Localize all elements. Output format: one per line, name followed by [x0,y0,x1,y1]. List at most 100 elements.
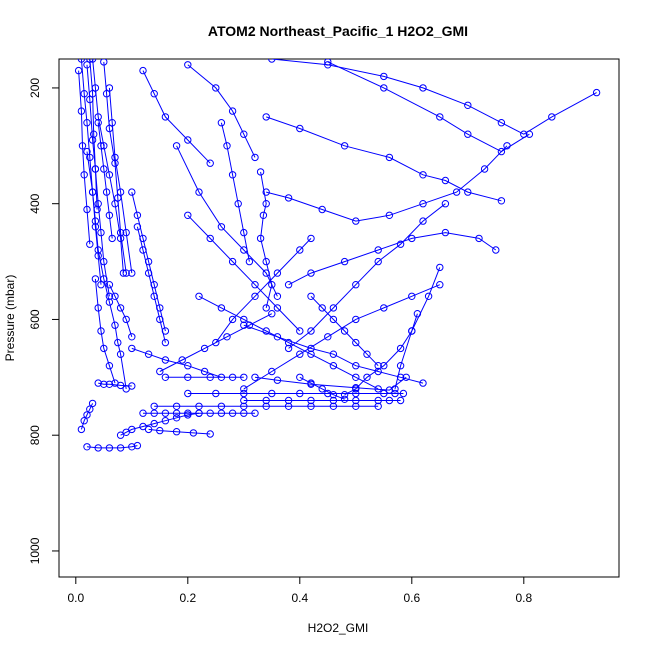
data-point [256,234,265,243]
data-point [268,367,276,376]
data-point [86,153,94,162]
data-point [380,362,388,370]
series-37 [391,263,444,393]
data-point [108,234,116,243]
data-point [240,389,248,398]
series-27 [212,234,315,347]
data-point [212,389,220,398]
data-point [318,304,326,312]
data-point [419,200,427,208]
data-point [492,246,500,254]
series-line [148,428,211,435]
series-38 [296,373,349,403]
data-point [88,90,97,98]
data-point [363,373,371,381]
data-point [128,425,136,434]
data-point [172,428,181,436]
data-point [352,389,360,398]
data-point [329,315,338,324]
series-line [288,203,446,349]
data-point [83,119,91,127]
data-point [156,367,164,376]
series-layer [74,59,601,452]
data-point [284,344,293,353]
data-point [116,228,125,237]
data-point [77,59,86,63]
data-point [240,402,248,410]
data-point [262,327,270,335]
data-point [396,344,405,353]
series-line [187,64,256,158]
data-point [251,281,259,289]
data-point [340,395,349,403]
data-point [88,399,97,408]
y-tick-label: 600 [28,309,42,329]
data-point [240,246,248,254]
series-41 [105,281,136,341]
data-point [105,171,114,179]
data-point [262,113,270,121]
series-28 [195,292,382,393]
data-point [329,402,338,410]
data-point [273,376,282,384]
data-point [380,72,388,81]
data-point [296,246,304,254]
series-6 [83,147,105,289]
data-point [352,281,360,289]
data-point [419,379,427,387]
data-point [184,136,192,144]
data-point [94,113,102,121]
data-point [548,113,556,121]
data-point [385,211,394,220]
data-point [94,444,102,452]
data-point [90,130,98,138]
data-point [296,350,304,358]
data-point [94,252,102,260]
series-14 [150,402,382,410]
data-point [240,396,248,405]
series-5 [74,66,94,248]
series-17 [161,373,248,381]
data-point [105,84,114,92]
data-point [391,385,399,393]
data-point [178,356,186,364]
y-axis: 200 400 600 800 1000 [28,78,59,564]
data-point [105,211,114,220]
series-line [131,191,166,332]
data-point [262,257,270,266]
data-point [77,107,86,115]
x-tick-label: 0.8 [515,591,532,605]
data-point [324,61,332,69]
data-point [374,402,382,410]
data-point [228,373,237,381]
data-point [161,356,170,364]
data-point [284,194,293,202]
series-12 [240,396,405,405]
data-point [228,107,237,115]
data-point [150,281,158,289]
data-point [497,197,506,205]
data-point [307,292,315,300]
series-10 [83,441,142,452]
data-point [195,188,203,196]
data-point [77,425,86,434]
data-point [251,409,259,417]
data-point [105,362,114,370]
data-point [262,188,270,196]
series-line [288,232,497,286]
data-point [273,304,282,312]
series-44 [156,310,276,376]
x-tick-label: 0.2 [179,591,196,605]
data-point [240,315,248,324]
data-point [251,373,259,381]
data-point [464,188,472,196]
data-point [86,59,94,63]
data-point [150,419,158,428]
data-point [329,362,338,370]
data-point [217,223,226,231]
data-point [329,396,338,405]
x-tick-label: 0.6 [403,591,420,605]
data-point [206,430,214,438]
data-point [497,119,506,127]
